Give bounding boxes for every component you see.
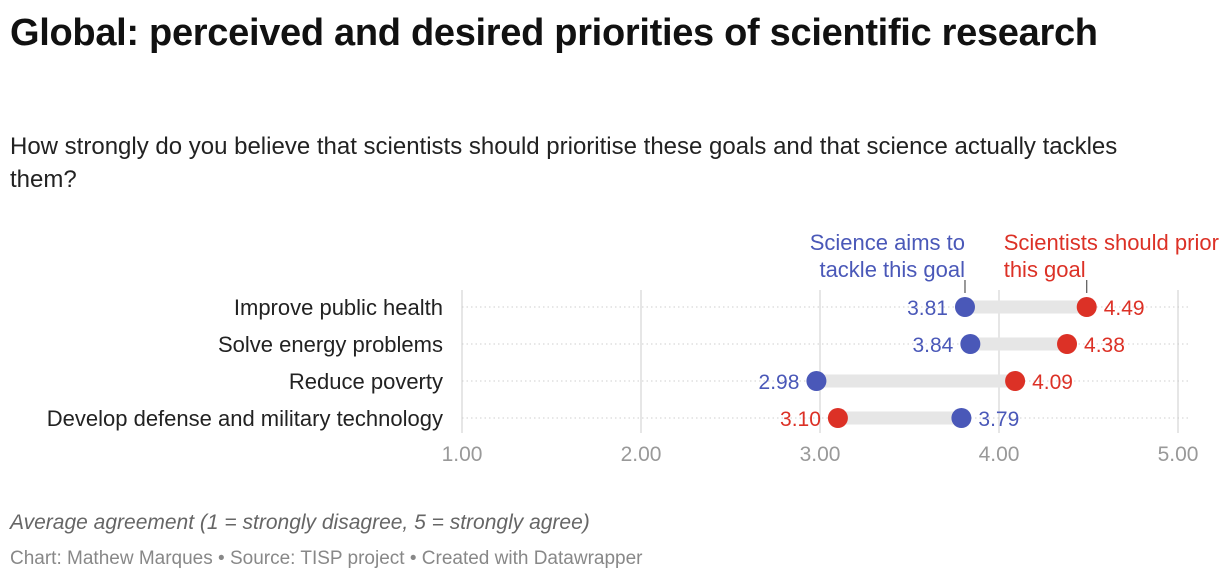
x-tick-label: 3.00 [800, 443, 841, 466]
value-label-should: 4.38 [1084, 334, 1125, 357]
legend-label-aims: Science aims to tackle this goal [810, 230, 965, 282]
dot-chart: 1.00 2.00 3.00 4.00 5.00 Improve public healt… [47, 230, 1220, 466]
value-label-should: 4.09 [1032, 371, 1073, 394]
x-tick-label: 4.00 [979, 443, 1020, 466]
dot-aims [806, 371, 827, 391]
dot-should [827, 408, 848, 428]
chart-subtitle: How strongly do you believe that scienti… [10, 133, 1118, 193]
category-label: Solve energy problems [218, 332, 443, 357]
value-label-should: 4.49 [1104, 297, 1145, 320]
axis-note: Average agreement (1 = strongly disagree… [10, 511, 590, 534]
x-tick-label: 2.00 [621, 443, 662, 466]
dot-aims [954, 297, 975, 317]
legend-label-should: Scientists should prioritisethis goal [1004, 230, 1220, 282]
dot-aims [951, 408, 972, 428]
dot-should [1005, 371, 1026, 391]
value-label-aims: 3.79 [978, 408, 1019, 431]
chart-credit: Chart: Mathew Marques • Source: TISP pro… [10, 548, 643, 569]
category-label: Improve public health [234, 295, 443, 320]
x-tick-label: 5.00 [1158, 443, 1199, 466]
value-label-aims: 2.98 [759, 371, 800, 394]
chart-title: Global: perceived and desired priorities… [10, 12, 1098, 54]
value-label-aims: 3.81 [907, 297, 948, 320]
dot-should [1076, 297, 1097, 317]
dot-aims [960, 334, 981, 354]
dot-should [1057, 334, 1078, 354]
category-label: Reduce poverty [289, 369, 443, 394]
value-label-aims: 3.84 [912, 334, 953, 357]
x-tick-label: 1.00 [442, 443, 483, 466]
value-label-should: 3.10 [780, 408, 821, 431]
category-label: Develop defense and military technology [47, 406, 443, 431]
